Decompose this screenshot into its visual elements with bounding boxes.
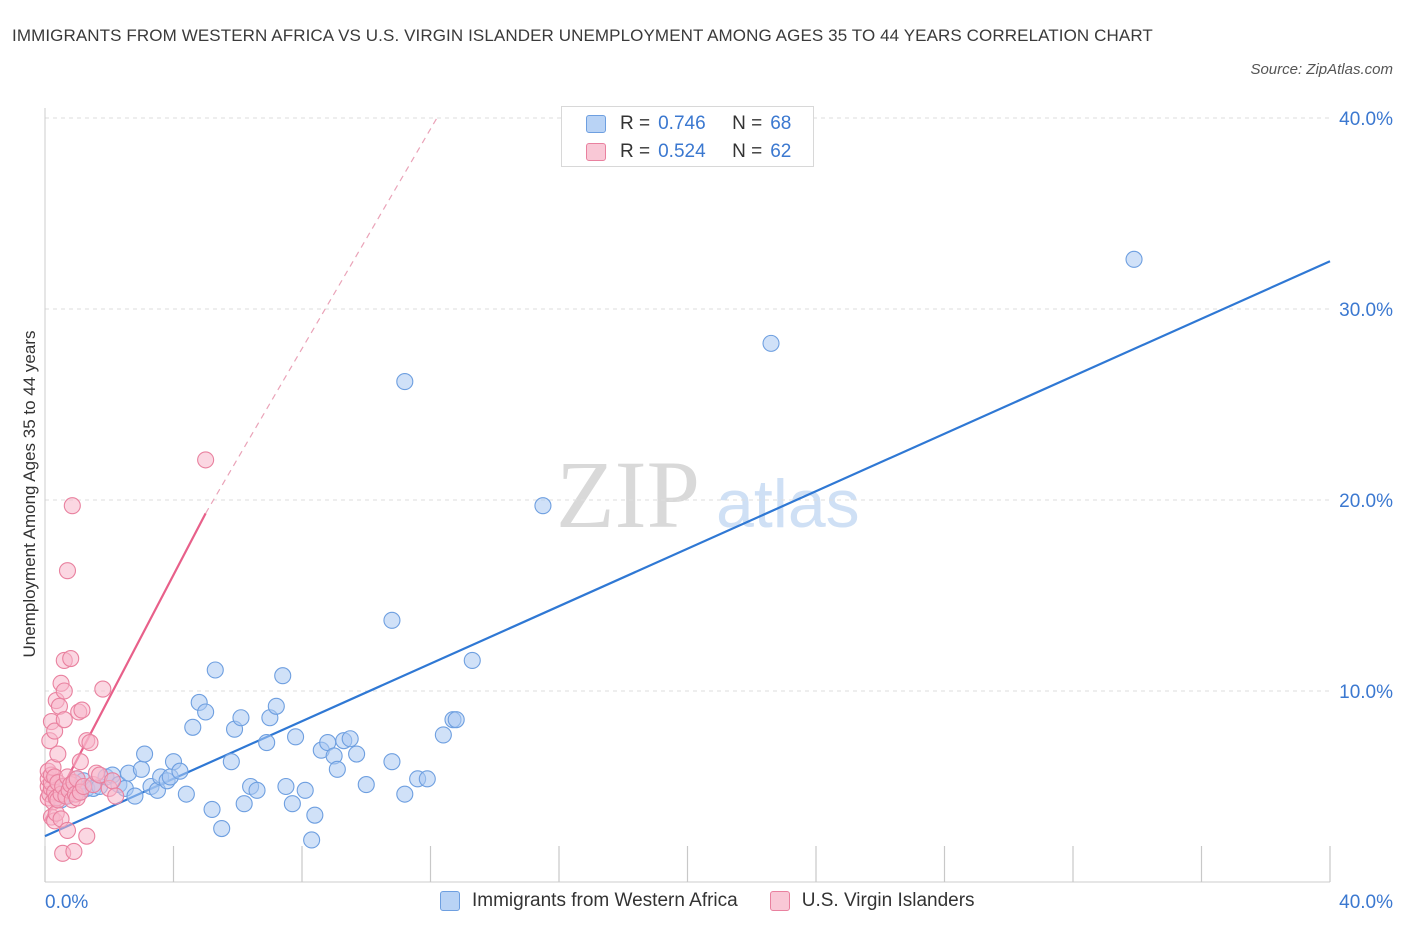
r-label: R = (620, 141, 651, 162)
western-africa-point (274, 667, 292, 685)
virgin-islanders-point (58, 821, 77, 839)
western-africa-point (267, 697, 285, 715)
watermark: ZIP atlas (556, 441, 860, 548)
axis-tick-labels: 10.0% 20.0% 30.0% 40.0% 0.0% 40.0% (45, 109, 1393, 913)
chart-title: IMMIGRANTS FROM WESTERN AFRICA VS U.S. V… (12, 26, 1153, 45)
western-africa-point (762, 334, 780, 352)
n-value: 68 (770, 113, 792, 134)
virgin-islanders-point (55, 682, 73, 700)
virgin-islanders-point (71, 753, 89, 771)
correlation-legend: R = 0.746 N = 68 R = 0.524 N = 62 (561, 106, 814, 167)
virgin-islanders-point (94, 680, 112, 698)
series-legend: Immigrants from Western Africa U.S. Virg… (440, 890, 1007, 912)
western-africa-point (1125, 250, 1143, 268)
x-tick-label-min: 0.0% (45, 892, 88, 913)
r-value: 0.524 (658, 141, 706, 162)
legend-row-blue: R = 0.746 N = 68 (586, 113, 791, 135)
virgin-islanders-point (103, 772, 122, 790)
western-africa-point (303, 831, 321, 849)
western-africa-point (277, 777, 295, 796)
r-label: R = (620, 113, 651, 134)
virgin-islanders-point (73, 701, 91, 719)
y-tick-label: 20.0% (1339, 491, 1393, 512)
watermark-zip: ZIP (556, 441, 700, 548)
y-tick-label: 40.0% (1339, 109, 1393, 130)
western-africa-point (126, 787, 144, 805)
western-africa-point (258, 734, 276, 752)
pink-swatch (586, 143, 606, 161)
western-africa-point (341, 730, 359, 748)
n-label: N = (732, 141, 763, 162)
virgin-islanders-trendline-extension (205, 117, 438, 514)
data-points (39, 250, 1143, 862)
western-africa-point (434, 726, 452, 744)
virgin-islanders-point (78, 827, 96, 845)
virgin-islanders-point (81, 734, 99, 752)
western-africa-point (383, 611, 401, 629)
legend-row-pink: R = 0.524 N = 62 (586, 141, 791, 163)
pink-swatch (769, 891, 790, 911)
western-africa-point (447, 711, 465, 729)
western-africa-point (383, 753, 401, 771)
western-africa-point (248, 781, 266, 799)
western-africa-point (306, 806, 324, 824)
virgin-islanders-point (62, 649, 80, 668)
western-africa-point (287, 728, 305, 746)
blue-swatch (586, 115, 606, 133)
y-tick-label: 30.0% (1339, 300, 1393, 321)
western-africa-point (197, 703, 215, 721)
y-axis-label: Unemployment Among Ages 35 to 44 years (20, 330, 39, 658)
western-africa-point (222, 753, 240, 771)
virgin-islanders-point (46, 722, 64, 740)
legend-label: U.S. Virgin Islanders (801, 890, 975, 911)
western-africa-trendline (44, 260, 1331, 838)
n-label: N = (732, 113, 763, 134)
virgin-islanders-point (197, 451, 215, 469)
x-tick-label-max: 40.0% (1339, 892, 1393, 913)
virgin-islanders-point (107, 787, 125, 805)
western-africa-point (203, 800, 221, 818)
virgin-islanders-point (65, 842, 83, 860)
virgin-islanders-point (58, 562, 77, 580)
western-africa-point (328, 760, 346, 778)
western-africa-point (235, 795, 253, 813)
virgin-islanders-point (55, 711, 73, 729)
virgin-islanders-point (49, 745, 67, 763)
western-africa-point (213, 819, 231, 838)
western-africa-point (132, 760, 150, 778)
legend-item-western-africa[interactable]: Immigrants from Western Africa (440, 890, 738, 912)
virgin-islanders-point (63, 497, 81, 515)
r-value: 0.746 (658, 113, 706, 134)
western-africa-point (463, 651, 481, 669)
western-africa-point (296, 781, 314, 799)
legend-item-virgin-islanders[interactable]: U.S. Virgin Islanders (769, 890, 975, 912)
western-africa-point (418, 770, 436, 788)
western-africa-point (171, 762, 189, 780)
blue-swatch (440, 891, 460, 911)
western-africa-point (136, 745, 154, 763)
legend-label: Immigrants from Western Africa (472, 890, 738, 911)
y-tick-label: 10.0% (1339, 682, 1393, 703)
western-africa-point (357, 776, 375, 794)
western-africa-point (206, 661, 224, 679)
gridlines (45, 117, 1330, 692)
x-ticks (44, 846, 1331, 882)
source-note: Source: ZipAtlas.com (1250, 61, 1393, 78)
western-africa-point (348, 745, 366, 763)
western-africa-point (283, 795, 301, 813)
western-africa-point (534, 497, 552, 515)
western-africa-point (396, 785, 414, 803)
western-africa-point (396, 373, 414, 391)
western-africa-point (232, 709, 250, 727)
western-africa-point (184, 718, 202, 736)
n-value: 62 (770, 141, 792, 162)
western-africa-point (177, 785, 195, 803)
